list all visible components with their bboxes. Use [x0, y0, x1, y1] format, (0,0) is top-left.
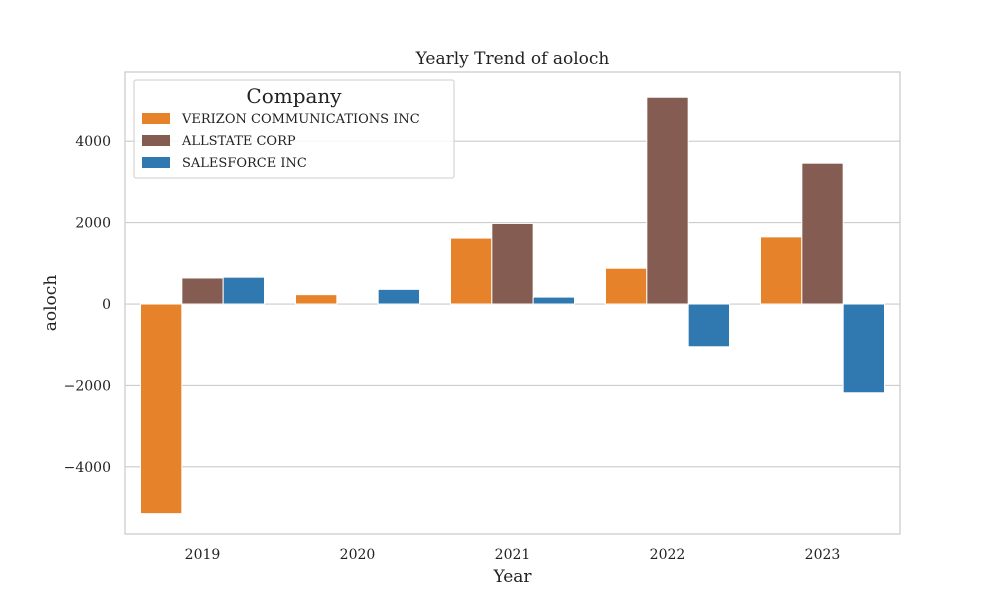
bar: [687, 303, 731, 348]
bar: [222, 276, 266, 305]
bar: [295, 294, 338, 305]
y-axis-title: aoloch: [41, 275, 61, 332]
chart-title: Yearly Trend of aoloch: [415, 49, 610, 69]
plot-frame: [124, 71, 901, 535]
legend: Company VERIZON COMMUNICATIONS INC ALLSTA…: [133, 79, 455, 179]
x-axis-title: Year: [492, 567, 532, 587]
bar: [842, 303, 886, 394]
y-tick-label: −2000: [64, 378, 111, 394]
y-tick-label: 2000: [75, 216, 111, 232]
legend-items: VERIZON COMMUNICATIONS INC ALLSTATE CORP S…: [142, 112, 420, 171]
bar: [140, 303, 183, 515]
x-tick-label: 2021: [495, 547, 531, 563]
y-tick-label: −4000: [64, 460, 111, 476]
bars: [140, 96, 886, 515]
y-tick-label: 0: [102, 297, 111, 313]
legend-label: SALESFORCE INC: [182, 156, 307, 171]
bar: [646, 96, 689, 305]
legend-swatch: [142, 135, 170, 146]
bar: [801, 162, 844, 305]
legend-label: ALLSTATE CORP: [181, 134, 296, 149]
legend-box: [133, 79, 455, 179]
legend-swatch: [142, 157, 170, 168]
x-tick-label: 2023: [805, 547, 841, 563]
x-tick-label: 2022: [650, 547, 686, 563]
bar: [491, 222, 534, 305]
x-tick-labels: 2019 2020 2021 2022 2023: [185, 547, 841, 563]
bar: [760, 236, 803, 305]
legend-swatch: [142, 113, 170, 124]
x-tick-label: 2019: [185, 547, 221, 563]
bar: [532, 296, 576, 305]
bar: [377, 288, 420, 305]
legend-label: VERIZON COMMUNICATIONS INC: [181, 112, 420, 127]
y-tick-label: 4000: [75, 134, 111, 150]
x-tick-label: 2020: [340, 547, 376, 563]
y-tick-labels: −4000 −2000 0 2000 4000: [64, 134, 111, 476]
legend-title: Company: [246, 84, 342, 108]
bar: [181, 277, 224, 305]
bar: [605, 267, 648, 305]
bar: [450, 237, 493, 305]
